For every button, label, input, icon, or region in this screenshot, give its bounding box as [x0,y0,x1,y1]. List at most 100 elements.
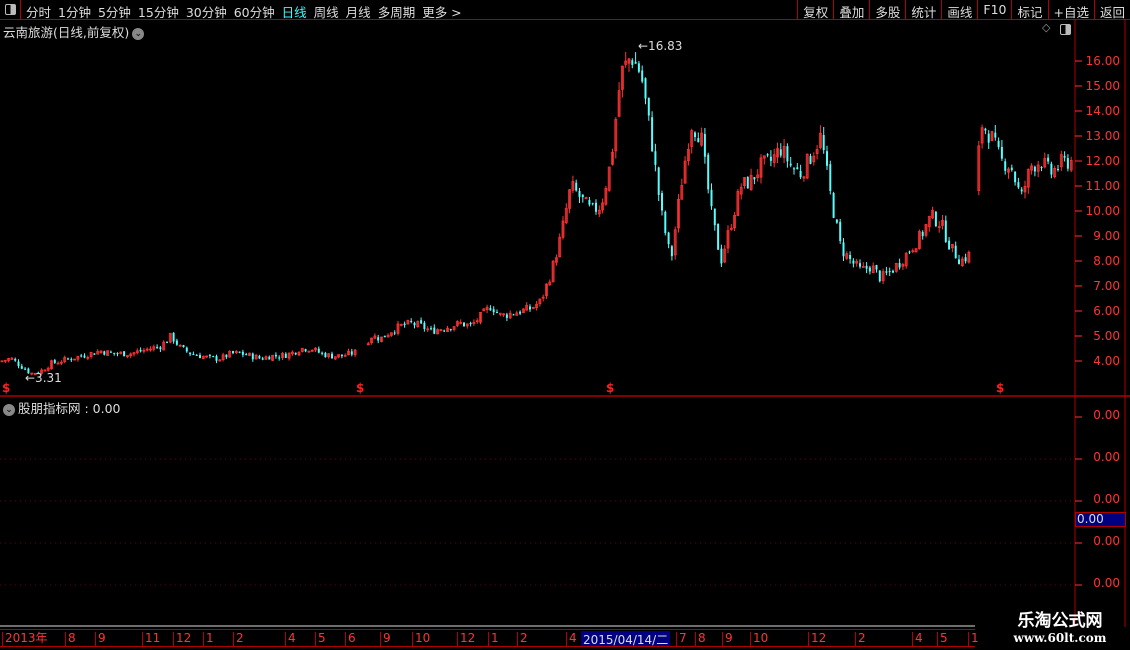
candle [990,131,994,142]
period-tab-4[interactable]: 30分钟 [185,5,227,20]
candle [50,360,53,369]
candle [1026,169,1030,188]
candle [591,203,594,205]
candle [951,243,954,249]
candle [109,351,112,353]
candle [1017,182,1020,188]
indicator-tick-label: 0.00 [1093,450,1120,464]
indicator-tick-label: 0.00 [1093,576,1120,590]
candle [894,262,898,272]
toolbar-button-7[interactable]: +自选 [1047,0,1094,20]
candle [145,348,149,351]
candle [584,197,588,200]
candle [661,193,663,211]
candle [281,353,284,358]
toolbar-button-4[interactable]: 画线 [941,0,977,20]
period-tab-10[interactable]: 更多 > [422,5,462,20]
candle [987,133,990,143]
candle [475,320,479,323]
candle [380,336,383,343]
y-tick-label: 4.00 [1093,354,1120,368]
period-tab-2[interactable]: 5分钟 [97,5,131,20]
period-tab-5[interactable]: 60分钟 [233,5,275,20]
x-tick-label: 9 [380,632,391,646]
toolbar-button-5[interactable]: F10 [977,0,1011,20]
candle [1040,166,1043,169]
candle [710,189,713,207]
candle [812,155,816,163]
candle [116,353,119,355]
candle [284,353,287,358]
candle [729,227,733,230]
candle [24,368,27,370]
candle [178,344,182,347]
candle [377,337,380,341]
candle [1036,164,1040,172]
candle [396,323,400,334]
period-tab-9[interactable]: 多周期 [377,5,416,20]
candle [1043,158,1047,168]
candle [314,347,317,351]
candle [185,347,188,352]
candle [10,357,14,360]
candle [337,354,341,358]
candle [627,58,631,64]
toolbar-button-3[interactable]: 统计 [905,0,941,20]
chevron-down-icon[interactable]: ⌄ [132,27,145,40]
period-tab-6[interactable]: 日线 [281,5,307,20]
candle [416,321,420,328]
candle [875,265,878,270]
candle [762,155,766,159]
period-tab-7[interactable]: 周线 [313,5,339,20]
candle [149,348,152,351]
candle [195,354,198,356]
period-tab-1[interactable]: 1分钟 [58,5,91,20]
candle [908,251,911,253]
y-tick-label: 11.00 [1085,179,1120,193]
s-marker-icon: $ [2,381,10,395]
toolbar-button-1[interactable]: 叠加 [833,0,869,20]
candle [845,253,849,259]
x-tick-label: 5 [315,632,326,646]
toolbar-button-0[interactable]: 复权 [797,0,833,20]
candle [694,132,696,138]
candle [667,232,670,245]
candle [997,140,1000,148]
candle [46,367,50,371]
toolbar-button-2[interactable]: 多股 [869,0,905,20]
candle [290,351,294,355]
candle [119,351,123,354]
candle [389,332,393,336]
period-tab-3[interactable]: 15分钟 [137,5,179,20]
candle [297,352,301,356]
candle [132,352,136,355]
sidebar-toggle-button[interactable] [0,0,21,20]
watermark-logo: 乐淘公式网 www.60lt.com [990,606,1130,645]
candle [551,260,555,283]
date-axis: 1 5 4 2 12 10 9 8 7 4 2 1 12 10 9 6 5 4 2 1 12 11 9 8 2013年 2015… [0,629,979,647]
s-marker-icon: $ [606,381,614,395]
panel-toggle-icon[interactable] [1060,24,1071,35]
toolbar-button-8[interactable]: 返回 [1093,0,1130,20]
candle [373,335,377,339]
chevron-down-icon[interactable]: ⌄ [3,403,15,416]
period-tab-8[interactable]: 月线 [345,5,371,20]
cursor-value: 0.00 [1075,512,1126,527]
candle [403,323,406,326]
candle [832,193,835,218]
candle [1047,157,1050,162]
candle [944,220,947,242]
period-tab-0[interactable]: 分时 [26,5,52,20]
candle [707,154,710,190]
candle [228,350,232,358]
candle [941,220,944,226]
candle [1004,161,1007,171]
diamond-icon[interactable]: ◇ [1042,21,1051,34]
candle [631,60,634,65]
candle [439,329,443,332]
candle [892,270,894,273]
toolbar-button-6[interactable]: 标记 [1011,0,1047,20]
y-tick-label: 6.00 [1093,304,1120,318]
candle [954,245,957,259]
